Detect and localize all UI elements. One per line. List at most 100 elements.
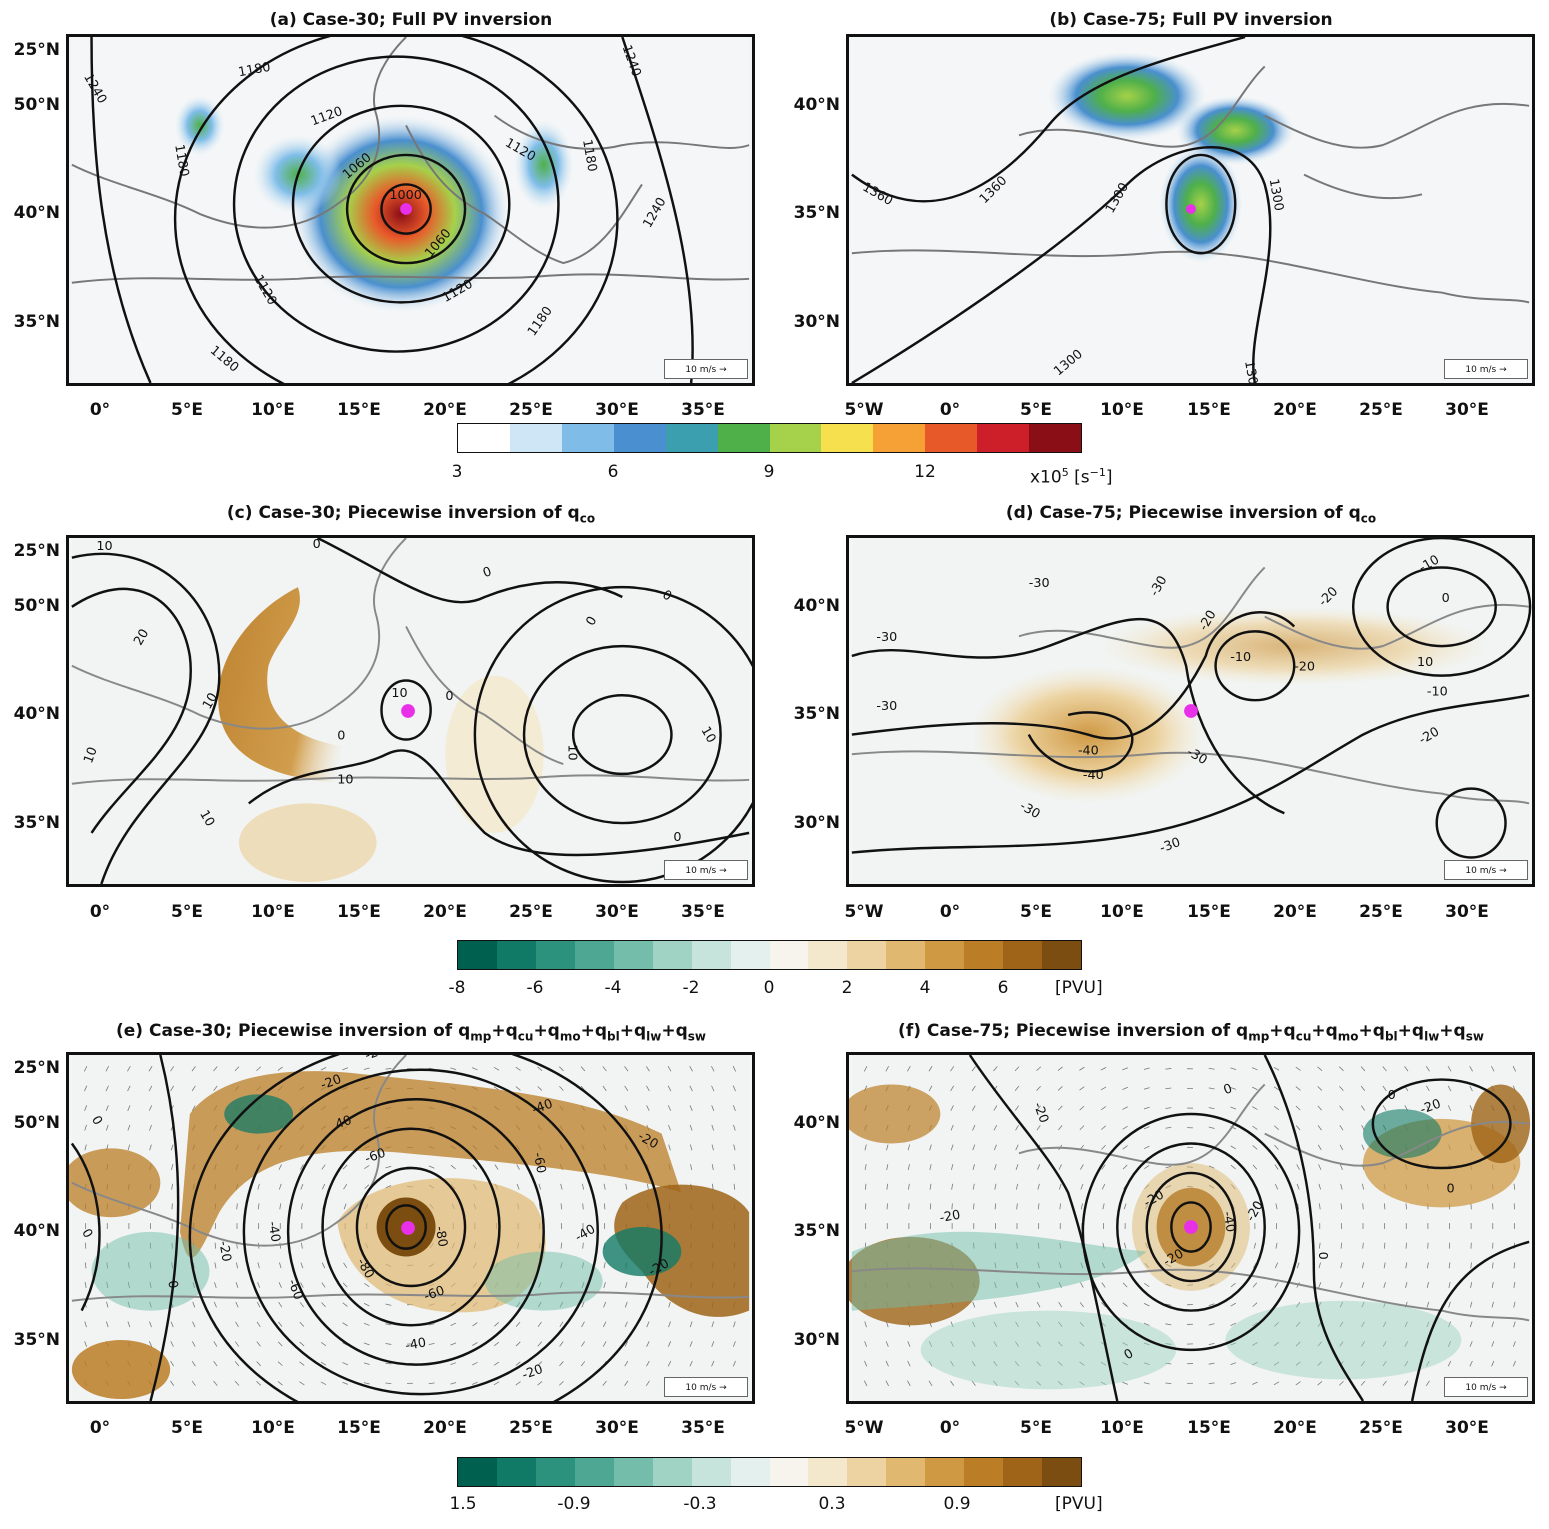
wind-arrow bbox=[1208, 1126, 1215, 1129]
contour-label: 1180 bbox=[579, 138, 599, 173]
wind-arrow bbox=[668, 1124, 671, 1131]
wind-arrow bbox=[885, 1341, 889, 1347]
wind-arrow bbox=[1101, 1282, 1106, 1288]
wind-arrow bbox=[1425, 1066, 1430, 1072]
wind-arrow bbox=[385, 1382, 392, 1385]
wind-arrow bbox=[321, 1183, 326, 1190]
wind-arrow bbox=[993, 1124, 998, 1131]
wind-arrow bbox=[127, 1144, 131, 1151]
wind-arrow bbox=[472, 1067, 478, 1071]
wind-arrow bbox=[1513, 1282, 1516, 1288]
wind-arrow bbox=[191, 1380, 196, 1386]
wind-arrow bbox=[733, 1124, 736, 1131]
wind-arrow bbox=[559, 1341, 564, 1347]
wind-arrow bbox=[582, 1242, 584, 1249]
wind-arrow bbox=[1318, 1164, 1322, 1170]
wind-arrow bbox=[625, 1282, 628, 1288]
wind-arrow bbox=[689, 1360, 693, 1367]
wind-arrow bbox=[428, 1165, 435, 1169]
wind-reference-vector: 10 m/s → bbox=[1444, 1377, 1528, 1397]
colorbar-tick: 3 bbox=[451, 462, 463, 482]
wind-arrow bbox=[515, 1086, 521, 1091]
wind-arrow bbox=[1230, 1282, 1236, 1288]
wind-arrow bbox=[235, 1301, 239, 1308]
colorbar-swatch bbox=[613, 424, 666, 452]
wind-arrow bbox=[1362, 1242, 1364, 1249]
wind-arrow bbox=[84, 1124, 87, 1131]
wind-arrow bbox=[191, 1066, 196, 1072]
wind-arrow bbox=[581, 1301, 585, 1308]
wind-arrow bbox=[993, 1105, 998, 1111]
wind-arrow bbox=[1037, 1164, 1041, 1170]
wind-arrow bbox=[1057, 1066, 1063, 1071]
wind-arrow bbox=[1340, 1203, 1343, 1210]
lon-label: 5°E bbox=[171, 1418, 203, 1438]
wind-arrow bbox=[559, 1361, 564, 1367]
wind-arrow bbox=[1273, 1105, 1280, 1111]
wind-arrow bbox=[950, 1066, 955, 1072]
wind-arrow bbox=[1340, 1262, 1343, 1269]
wind-arrow bbox=[1252, 1106, 1258, 1110]
contour-label: 0 bbox=[337, 729, 345, 744]
wind-arrow bbox=[971, 1066, 976, 1072]
wind-arrow bbox=[625, 1183, 628, 1190]
contour-label: -40 bbox=[404, 1335, 427, 1353]
wind-arrow bbox=[907, 1066, 911, 1072]
wind-arrow bbox=[385, 1068, 392, 1070]
wind-arrow bbox=[1426, 1105, 1430, 1111]
lat-label: 35°N bbox=[13, 1330, 60, 1350]
colorbar-tick: -4 bbox=[604, 978, 622, 998]
colorbar-swatch bbox=[458, 941, 497, 969]
wind-arrow bbox=[864, 1321, 867, 1328]
lat-label: 40°N bbox=[13, 203, 60, 223]
wind-arrow bbox=[1491, 1065, 1495, 1072]
wind-arrow bbox=[363, 1067, 370, 1070]
wind-arrow bbox=[972, 1124, 976, 1131]
contour-label: 0 bbox=[1442, 591, 1450, 606]
wind-arrow bbox=[106, 1301, 109, 1308]
wind-arrow bbox=[256, 1066, 262, 1072]
wind-arrow bbox=[624, 1105, 629, 1111]
wind-arrow bbox=[1318, 1262, 1321, 1269]
wind-arrow bbox=[602, 1380, 607, 1386]
wind-arrow bbox=[624, 1085, 629, 1092]
colorbar-pv bbox=[457, 940, 1082, 970]
wind-arrow bbox=[1513, 1301, 1516, 1308]
wind-arrow bbox=[1143, 1106, 1150, 1110]
colorbar-swatch bbox=[458, 1458, 497, 1486]
height-contours bbox=[90, 37, 694, 383]
wind-arrow bbox=[560, 1242, 563, 1249]
wind-arrow bbox=[885, 1065, 889, 1072]
wind-arrow bbox=[1318, 1183, 1321, 1190]
wind-arrow bbox=[1122, 1145, 1128, 1150]
wind-arrow bbox=[1339, 1125, 1344, 1131]
wind-arrow bbox=[235, 1262, 239, 1269]
wind-arrow bbox=[320, 1381, 327, 1386]
contour-label: 1180 bbox=[171, 143, 191, 178]
pv-anomaly-arc bbox=[218, 587, 367, 784]
wind-arrow bbox=[213, 1361, 218, 1367]
wind-arrow bbox=[1469, 1341, 1473, 1347]
wind-arrow bbox=[864, 1144, 867, 1151]
wind-arrow bbox=[84, 1321, 87, 1328]
wind-arrow bbox=[689, 1085, 693, 1092]
wind-arrow bbox=[1208, 1165, 1215, 1169]
wind-arrow bbox=[320, 1341, 327, 1347]
contour-label: 10 bbox=[196, 808, 217, 830]
wind-arrow bbox=[1079, 1125, 1085, 1131]
wind-arrow bbox=[928, 1066, 933, 1072]
wind-arrow bbox=[1491, 1341, 1495, 1347]
colorbar-swatch bbox=[691, 941, 731, 969]
wind-arrow bbox=[864, 1164, 867, 1171]
wind-arrow bbox=[191, 1341, 196, 1347]
wind-arrow bbox=[1252, 1086, 1258, 1091]
wind-arrow bbox=[234, 1361, 240, 1367]
contour-label: 10 bbox=[200, 690, 221, 712]
wind-arrow bbox=[1470, 1282, 1473, 1288]
wind-arrow bbox=[1427, 1262, 1429, 1269]
lon-label: 0° bbox=[89, 400, 111, 420]
wind-arrow bbox=[1339, 1164, 1343, 1170]
wind-arrow bbox=[950, 1124, 954, 1131]
vorticity-core bbox=[1159, 145, 1243, 264]
wind-arrow bbox=[560, 1183, 563, 1190]
